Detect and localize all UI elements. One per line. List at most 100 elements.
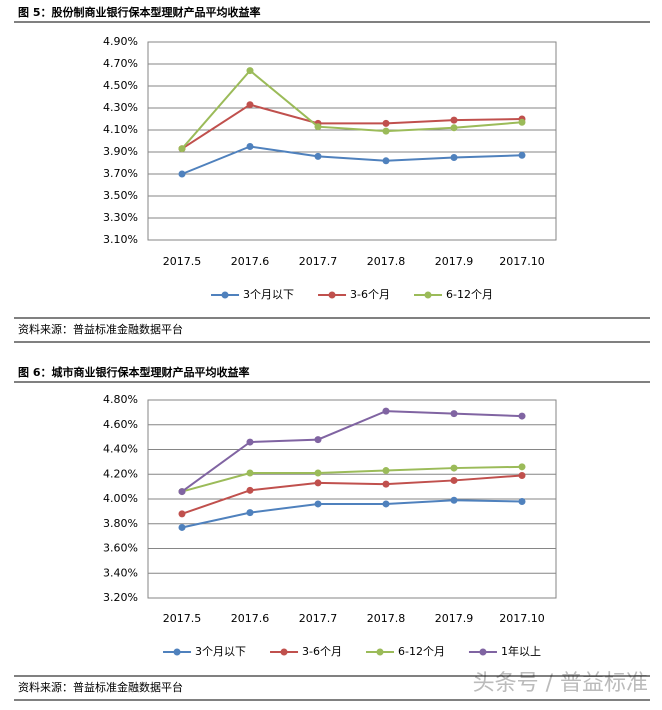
marker [382, 500, 390, 508]
legend-label: 6-12个月 [446, 288, 493, 301]
y-tick-label: 4.40% [103, 443, 138, 456]
x-tick-label: 2017.6 [231, 612, 270, 625]
marker [382, 119, 390, 127]
x-tick-label: 2017.7 [299, 255, 338, 268]
plot-frame [147, 41, 557, 241]
series-line [181, 474, 523, 515]
legend-label: 3个月以下 [195, 645, 246, 658]
y-tick-label: 3.60% [103, 542, 138, 555]
legend-label: 1年以上 [501, 644, 541, 658]
marker [246, 486, 254, 494]
legend-item: 6-12个月 [414, 288, 493, 301]
marker [314, 500, 322, 508]
legend-item: 3-6个月 [270, 645, 342, 658]
y-tick-label: 4.60% [103, 418, 138, 431]
marker [246, 438, 254, 446]
x-tick-label: 2017.5 [163, 255, 202, 268]
marker [382, 480, 390, 488]
legend-label: 3个月以下 [243, 288, 294, 301]
x-tick-label: 2017.6 [231, 255, 270, 268]
legend-marker [221, 291, 229, 299]
plot-frame [147, 399, 557, 599]
marker [178, 510, 186, 518]
marker [314, 469, 322, 477]
x-tick-label: 2017.8 [367, 612, 406, 625]
marker [382, 157, 390, 165]
legend-marker [328, 291, 336, 299]
legend-marker [424, 291, 432, 299]
marker [246, 509, 254, 517]
marker [246, 143, 254, 150]
y-tick-label: 4.00% [103, 492, 138, 505]
legend-marker [376, 648, 384, 656]
y-tick-label: 3.70% [103, 167, 138, 180]
legend-marker [173, 648, 181, 656]
legend-marker [479, 648, 487, 656]
marker [450, 476, 458, 484]
legend-item: 3个月以下 [163, 645, 246, 658]
series-line [181, 410, 523, 493]
marker [314, 479, 322, 487]
y-tick-label: 4.90% [103, 35, 138, 48]
x-tick-label: 2017.9 [435, 255, 474, 268]
series-line [181, 103, 523, 150]
y-tick-label: 4.30% [103, 101, 138, 114]
marker [178, 170, 186, 178]
y-tick-label: 4.70% [103, 57, 138, 70]
marker [246, 67, 254, 75]
legend-item: 6-12个月 [366, 645, 445, 658]
marker [178, 145, 186, 153]
y-tick-label: 3.10% [103, 233, 138, 246]
chart-title: 图 5：股份制商业银行保本型理财产品平均收益率 [18, 5, 260, 19]
series-line [181, 145, 523, 175]
marker [314, 152, 322, 160]
legend-label: 6-12个月 [398, 645, 445, 658]
legend-label: 3-6个月 [350, 288, 390, 301]
marker [178, 523, 186, 531]
marker [246, 469, 254, 477]
marker [382, 407, 390, 415]
marker [450, 154, 458, 161]
marker [518, 118, 526, 126]
y-tick-label: 3.30% [103, 211, 138, 224]
legend-item: 3-6个月 [318, 288, 390, 301]
series-line [181, 465, 523, 493]
marker [314, 436, 322, 444]
y-tick-label: 4.10% [103, 123, 138, 136]
x-tick-label: 2017.10 [499, 255, 545, 268]
watermark: 头条号 / 普益标准 [473, 671, 648, 696]
marker [518, 151, 526, 159]
y-tick-label: 3.20% [103, 591, 138, 604]
marker [518, 497, 526, 505]
source: 资料来源：普益标准金融数据平台 [18, 322, 183, 336]
marker [450, 464, 458, 472]
marker [518, 471, 526, 479]
y-tick-label: 4.80% [103, 393, 138, 406]
series-line [181, 499, 523, 529]
x-tick-label: 2017.7 [299, 612, 338, 625]
marker [518, 412, 526, 420]
legend-item: 3个月以下 [211, 288, 294, 301]
marker [450, 410, 458, 418]
legend-label: 3-6个月 [302, 645, 342, 658]
marker [450, 496, 458, 504]
marker [450, 124, 458, 132]
marker [246, 101, 254, 109]
marker [314, 123, 322, 131]
x-tick-label: 2017.10 [499, 612, 545, 625]
source: 资料来源：普益标准金融数据平台 [18, 680, 183, 694]
marker [178, 488, 186, 496]
marker [450, 116, 458, 124]
marker [518, 463, 526, 471]
y-tick-label: 3.80% [103, 517, 138, 530]
y-tick-label: 3.40% [103, 566, 138, 579]
y-tick-label: 4.20% [103, 467, 138, 480]
x-tick-label: 2017.5 [163, 612, 202, 625]
y-tick-label: 4.50% [103, 79, 138, 92]
y-tick-label: 3.50% [103, 189, 138, 202]
y-tick-label: 3.90% [103, 145, 138, 158]
marker [382, 467, 390, 475]
marker [382, 127, 390, 135]
legend-item: 1年以上 [468, 644, 541, 658]
